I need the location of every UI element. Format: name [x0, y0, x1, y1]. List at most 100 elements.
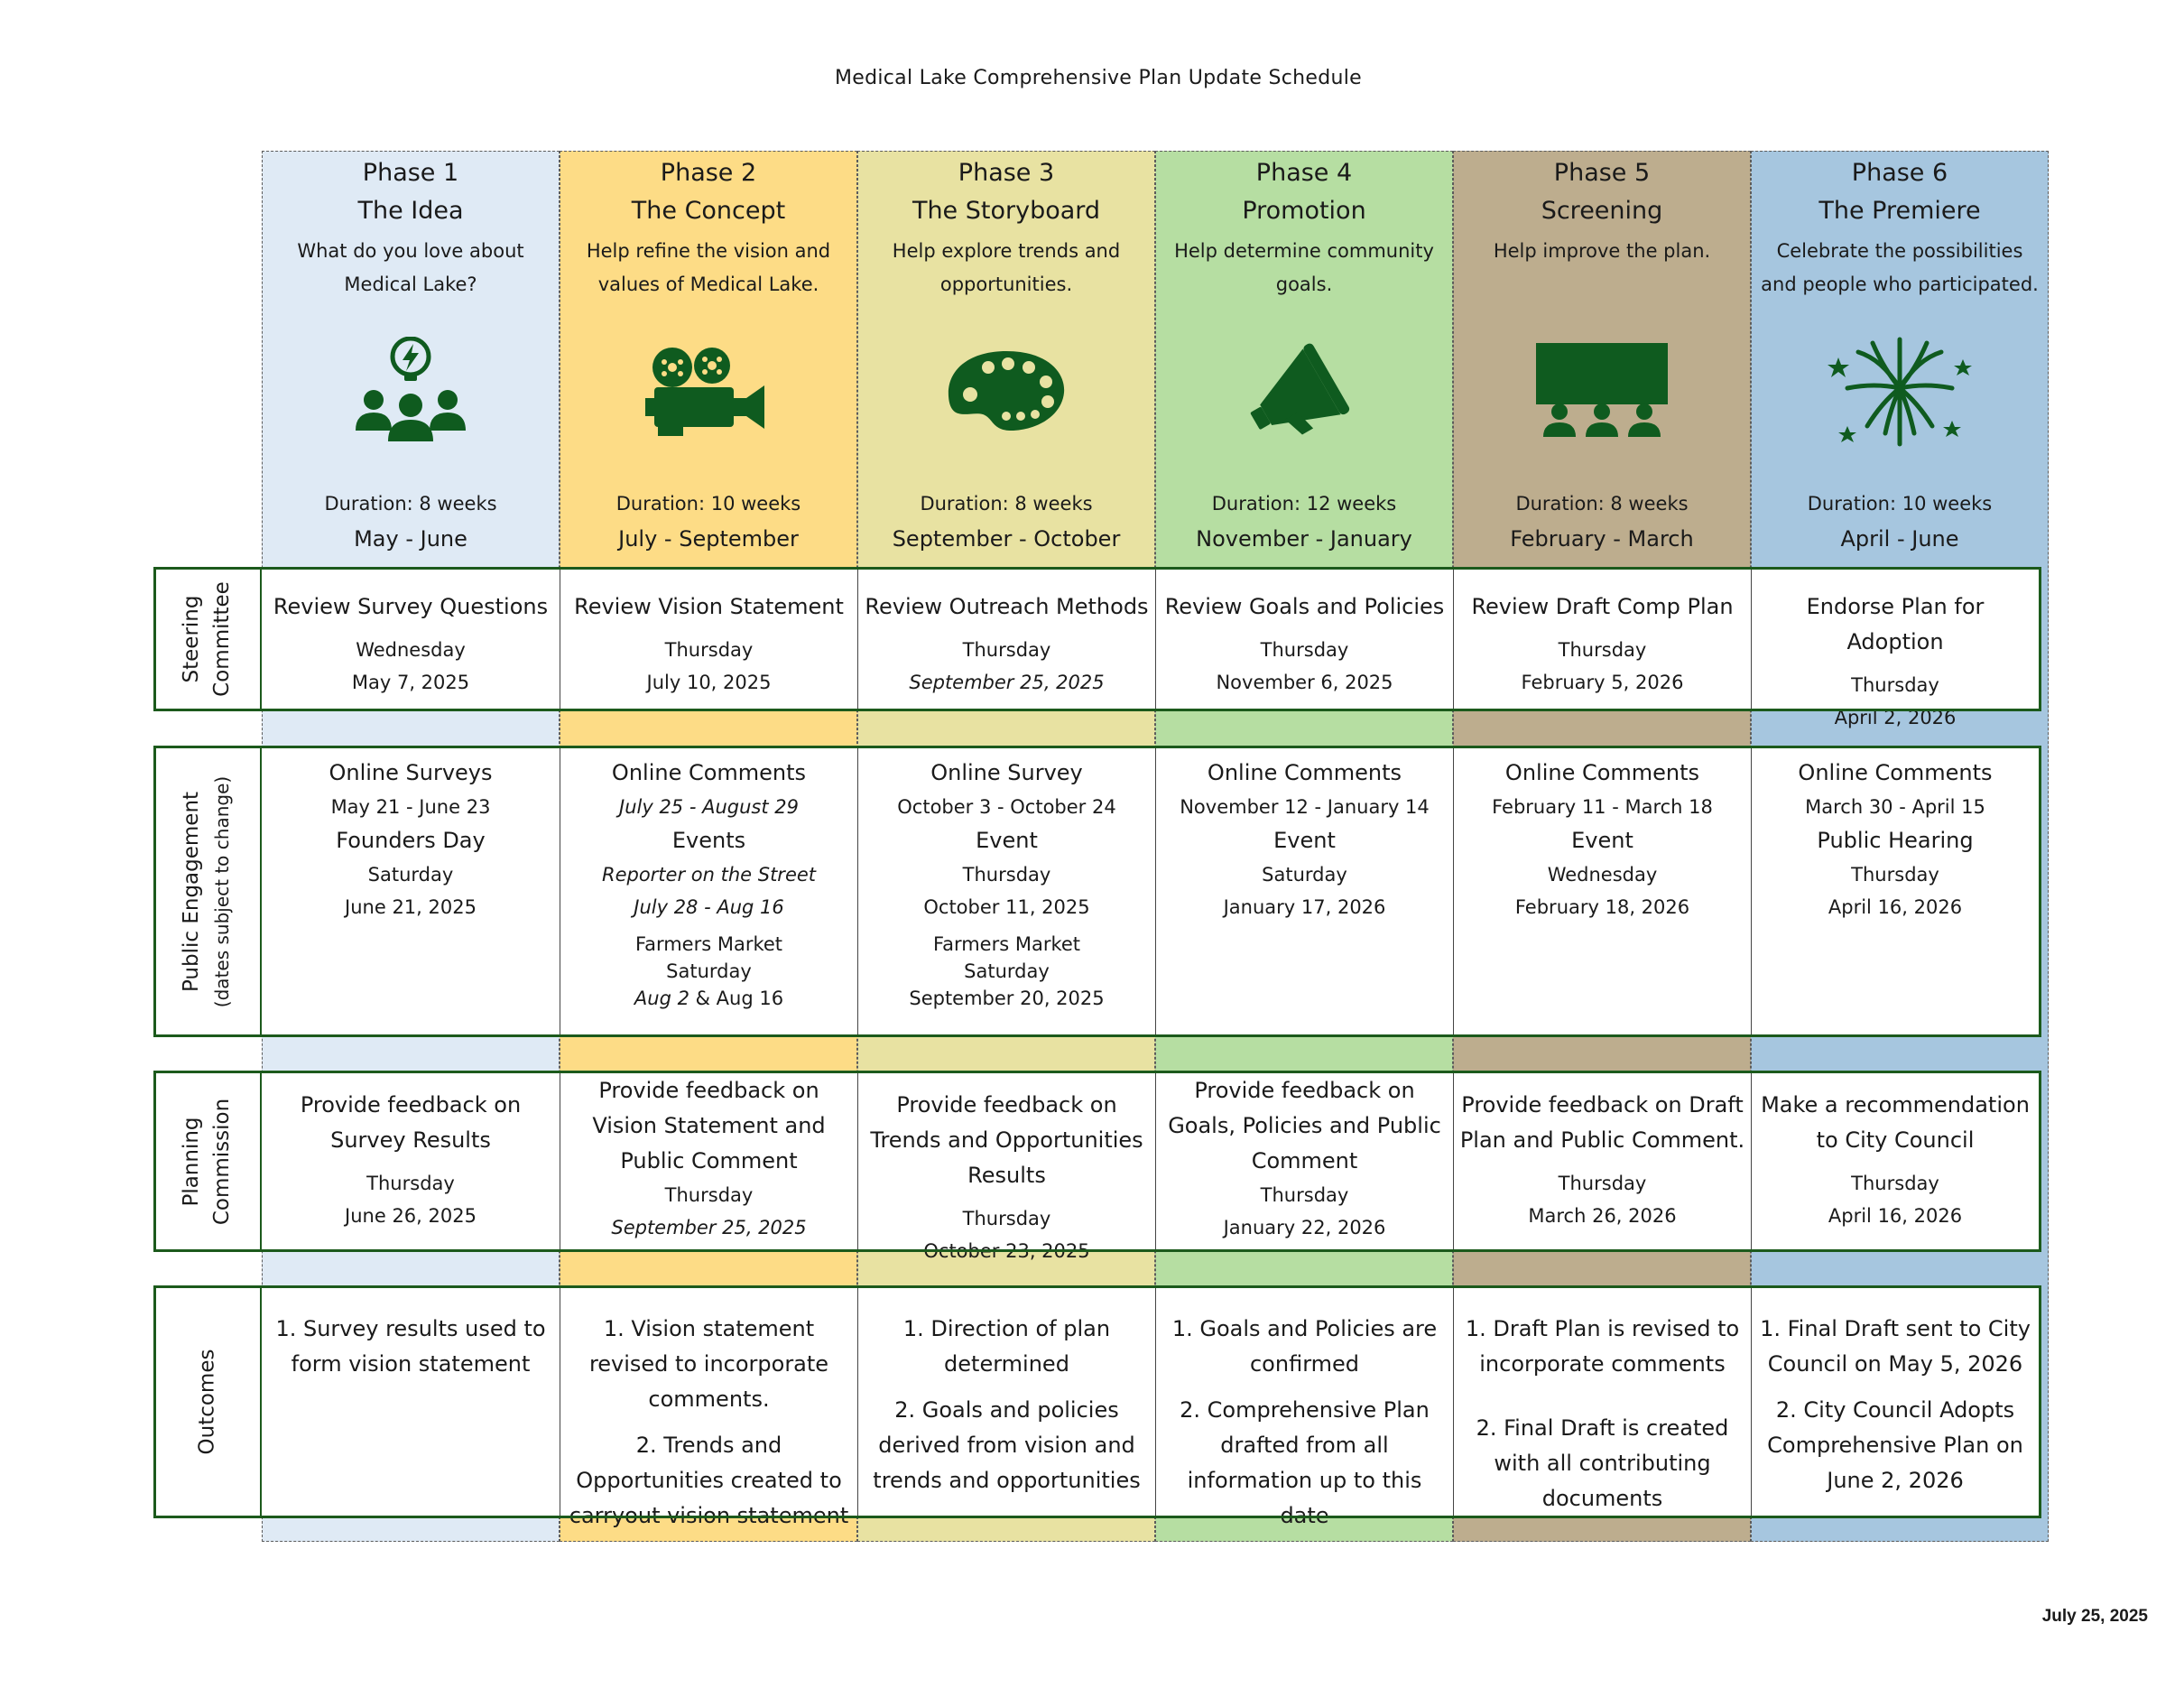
- steering-cell-3: Review Outreach Methods Thursday Septemb…: [857, 570, 1155, 710]
- phase-months: February - March: [1510, 526, 1694, 552]
- task: Provide feedback on Draft Plan and Publi…: [1459, 1092, 1745, 1153]
- planning-cell-1: Provide feedback on Survey Results Thurs…: [262, 1073, 560, 1249]
- item: June 21, 2025: [345, 896, 477, 918]
- outcomes-cell-1: 1. Survey results used to form vision st…: [262, 1288, 560, 1516]
- item: Reporter on the Street: [601, 864, 817, 886]
- item: Event: [976, 828, 1038, 853]
- item: Wednesday: [1547, 864, 1658, 886]
- phase-name: The Concept: [631, 197, 786, 225]
- planning-cell-6: Make a recommendation to City Council Th…: [1751, 1073, 2039, 1249]
- date: April 16, 2026: [1828, 1205, 1963, 1227]
- task: Provide feedback on Vision Statement and…: [592, 1078, 826, 1173]
- item: Online Survey: [930, 760, 1083, 785]
- engagement-cell-6: Online Comments March 30 - April 15 Publ…: [1751, 748, 2039, 1034]
- phase-months: April - June: [1840, 526, 1959, 552]
- phase-name: Promotion: [1242, 197, 1366, 225]
- steering-committee-section: [153, 567, 2041, 711]
- item: Saturday: [367, 864, 454, 886]
- phase-number: Phase 4: [1255, 159, 1353, 187]
- date: September 25, 2025: [909, 672, 1105, 693]
- date: June 26, 2025: [345, 1205, 477, 1227]
- task: Review Goals and Policies: [1164, 594, 1445, 619]
- item-part: & Aug 16: [689, 988, 784, 1009]
- day: Thursday: [962, 1208, 1051, 1229]
- steering-cell-2: Review Vision Statement Thursday July 10…: [560, 570, 857, 710]
- engagement-cell-1: Online Surveys May 21 - June 23 Founders…: [262, 748, 560, 1034]
- planning-cell-2: Provide feedback on Vision Statement and…: [560, 1073, 857, 1249]
- outcome-2: 2. Trends and Opportunities created to c…: [569, 1433, 849, 1528]
- day: Thursday: [1558, 639, 1647, 661]
- phase-months: September - October: [892, 526, 1121, 552]
- item: February 18, 2026: [1514, 896, 1690, 918]
- item-part: Aug 2: [634, 988, 689, 1009]
- phase-description: Help explore trends and opportunities.: [892, 240, 1121, 295]
- item: July 25 - August 29: [619, 796, 799, 818]
- footer-date: July 25, 2025: [2041, 1607, 2148, 1626]
- phase-number: Phase 2: [660, 159, 757, 187]
- engagement-cell-3: Online Survey October 3 - October 24 Eve…: [857, 748, 1155, 1034]
- day: Thursday: [1260, 1184, 1349, 1206]
- task: Make a recommendation to City Council: [1761, 1092, 2030, 1153]
- phase-description: Celebrate the possibilities and people w…: [1761, 240, 2039, 295]
- task: Provide feedback on Survey Results: [300, 1092, 522, 1153]
- phase-duration: Duration: 10 weeks: [615, 493, 801, 515]
- item: Event: [1273, 828, 1336, 853]
- fireworks-icon: [1752, 332, 2048, 450]
- outcome-1: 1. Survey results used to form vision st…: [275, 1316, 546, 1377]
- document-title: Medical Lake Comprehensive Plan Update S…: [834, 67, 1362, 89]
- outcomes-cell-4: 1. Goals and Policies are confirmed 2. C…: [1155, 1288, 1453, 1528]
- phase-duration: Duration: 8 weeks: [324, 493, 497, 515]
- item: Farmers Market: [932, 933, 1081, 955]
- outcome-2: 2. City Council Adopts Comprehensive Pla…: [1767, 1397, 2023, 1493]
- phase-duration: Duration: 8 weeks: [1515, 493, 1689, 515]
- phase-duration: Duration: 8 weeks: [920, 493, 1093, 515]
- community-ideas-icon: [263, 332, 559, 450]
- outcomes-cell-2: 1. Vision statement revised to incorpora…: [560, 1288, 857, 1528]
- day: Thursday: [1851, 1173, 1939, 1194]
- item: Farmers Market: [634, 933, 783, 955]
- phase-name: The Storyboard: [912, 197, 1101, 225]
- day: Wednesday: [356, 639, 466, 661]
- task: Provide feedback on Goals, Policies and …: [1168, 1078, 1441, 1173]
- outcome-1: 1. Direction of plan determined: [902, 1316, 1111, 1377]
- phase-number: Phase 5: [1553, 159, 1651, 187]
- item: Founders Day: [336, 828, 486, 853]
- item: Thursday: [1851, 864, 1939, 886]
- day: Thursday: [664, 639, 754, 661]
- planning-cell-4: Provide feedback on Goals, Policies and …: [1155, 1073, 1453, 1249]
- phase-months: May - June: [354, 526, 467, 552]
- item: Online Comments: [1798, 760, 1993, 785]
- outcomes-cell-6: 1. Final Draft sent to City Council on M…: [1751, 1288, 2039, 1516]
- outcomes-cell-3: 1. Direction of plan determined 2. Goals…: [857, 1288, 1155, 1516]
- phase-description: Help improve the plan.: [1493, 240, 1711, 262]
- day: Thursday: [1558, 1173, 1647, 1194]
- movie-screen-icon: [1454, 332, 1750, 450]
- steering-committee-label: Steering Committee: [153, 567, 262, 711]
- day: Thursday: [366, 1173, 455, 1194]
- item: Online Comments: [1504, 760, 1700, 785]
- day: Thursday: [1260, 639, 1349, 661]
- outcomes-label: Outcomes: [153, 1285, 262, 1518]
- task: Review Outreach Methods: [865, 594, 1149, 619]
- phase-duration: Duration: 10 weeks: [1807, 493, 1993, 515]
- item: April 16, 2026: [1828, 896, 1963, 918]
- phase-number: Phase 3: [958, 159, 1055, 187]
- outcome-2: 2. Goals and policies derived from visio…: [873, 1397, 1141, 1493]
- task: Endorse Plan for Adoption: [1806, 594, 1985, 654]
- phase-months: November - January: [1196, 526, 1412, 552]
- task: Review Draft Comp Plan: [1471, 594, 1734, 619]
- item: Event: [1571, 828, 1633, 853]
- date: January 22, 2026: [1223, 1217, 1386, 1238]
- item: February 11 - March 18: [1492, 796, 1713, 818]
- phase-months: July - September: [618, 526, 799, 552]
- item: October 11, 2025: [923, 896, 1090, 918]
- date: November 6, 2025: [1216, 672, 1393, 693]
- item: Saturday: [1262, 864, 1347, 886]
- phase-name: The Idea: [357, 197, 464, 225]
- item: Saturday: [964, 960, 1050, 982]
- phase-name: Screening: [1541, 197, 1663, 225]
- item: March 30 - April 15: [1805, 796, 1985, 818]
- day: Thursday: [962, 639, 1051, 661]
- item: Thursday: [962, 864, 1051, 886]
- date: September 25, 2025: [611, 1217, 807, 1238]
